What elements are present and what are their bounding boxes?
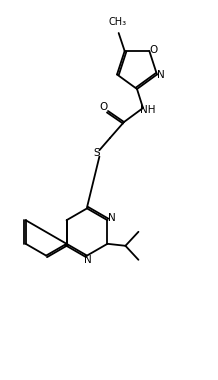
Text: O: O — [99, 102, 108, 112]
Text: S: S — [94, 148, 100, 158]
Text: CH₃: CH₃ — [109, 17, 127, 27]
Text: N: N — [108, 213, 116, 223]
Text: N: N — [157, 70, 165, 81]
Text: O: O — [150, 45, 158, 55]
Text: N: N — [84, 255, 92, 265]
Text: NH: NH — [140, 105, 156, 115]
